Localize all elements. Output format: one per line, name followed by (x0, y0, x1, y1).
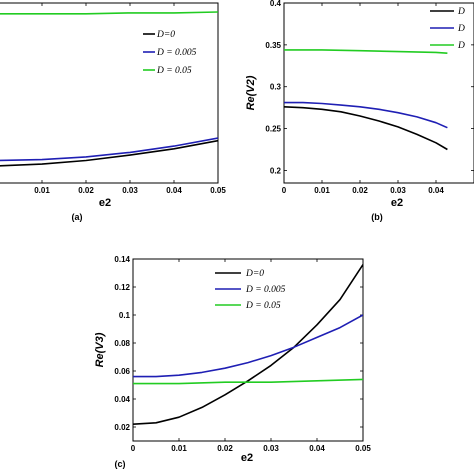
legend-label-2: D = 0.05 (245, 301, 281, 311)
y-tick-label: 0.08 (114, 339, 130, 348)
series-line-1 (0, 137, 218, 162)
x-tick-label: 0.02 (217, 444, 233, 453)
legend-label-0: D=0 (245, 269, 264, 279)
legend-label-1: D = 0.005 (245, 285, 286, 295)
series-group (133, 264, 363, 425)
series-line-1 (284, 101, 448, 129)
x-tick-label: 0.04 (428, 186, 444, 195)
legend: D=0 D = 0.005 D = 0.05 (143, 30, 197, 76)
x-axis-label: e2 (99, 197, 111, 209)
panel-caption: (a) (72, 212, 83, 222)
x-tick-label: 0 (282, 186, 287, 195)
series-line-1 (133, 314, 363, 378)
panel-b: 0 0.01 0.02 0.03 0.040.20.250.30.350.4DDDe2R… (245, 0, 474, 222)
y-tick-label: 0.02 (114, 423, 130, 432)
x-tick-label: 0.05 (355, 444, 371, 453)
series-line-0 (0, 139, 218, 167)
x-tick-label: 0.01 (314, 186, 330, 195)
series-line-2 (0, 11, 218, 15)
panel-c: 0 0.01 0.02 0.03 0.04 0.05 0.02 0.04 0.06 0.08 0.1… (94, 255, 371, 469)
x-tick-label: 0.05 (210, 186, 226, 195)
y-tick-label: 0.3 (270, 83, 282, 92)
y-axis-label: Re(V2) (245, 75, 257, 110)
panel-a: 0.01 0.02 0.03 0.04 0.05 D=0 D = 0.005 D = 0.05… (0, 2, 226, 222)
series-line-2 (284, 49, 448, 54)
legend: D=0 D = 0.005 D = 0.05 (215, 269, 286, 311)
legend: DDD (430, 7, 465, 51)
series-line-0 (284, 106, 448, 151)
series-group (284, 49, 448, 151)
panel-caption: (b) (371, 212, 383, 222)
x-tick-label: 0.04 (166, 186, 182, 195)
x-tick-label: 0.04 (309, 444, 325, 453)
y-tick-label: 0.35 (265, 41, 281, 50)
x-tick-label: 0.01 (34, 186, 50, 195)
y-tick-label: 0.14 (114, 255, 130, 264)
y-tick-label: 0.06 (114, 367, 130, 376)
y-tick-label: 0.2 (270, 166, 282, 175)
series-group (0, 11, 218, 167)
axes-box (283, 2, 474, 184)
y-tick-label: 0.12 (114, 283, 130, 292)
x-tick-label: 0.02 (78, 186, 94, 195)
y-axis-label: Re(V3) (94, 332, 106, 367)
x-axis-label: e2 (241, 452, 253, 464)
legend-label-2: D (457, 41, 465, 51)
panel-caption: (c) (115, 459, 126, 469)
y-tick-label: 0.25 (265, 125, 281, 134)
legend-label-0: D=0 (156, 30, 175, 40)
x-tick-label: 0.03 (263, 444, 279, 453)
legend-label-1: D = 0.005 (156, 48, 197, 58)
y-tick-label: 0.1 (119, 311, 131, 320)
legend-label-0: D (457, 7, 465, 17)
legend-label-1: D (457, 24, 465, 34)
axes-box (0, 2, 219, 184)
x-tick-label: 0.03 (122, 186, 138, 195)
x-tick-label: 0.01 (171, 444, 187, 453)
x-tick-label: 0.03 (390, 186, 406, 195)
y-tick-label: 0.04 (114, 395, 130, 404)
series-line-0 (133, 264, 363, 425)
legend-label-2: D = 0.05 (156, 66, 192, 76)
x-tick-label: 0.02 (352, 186, 368, 195)
x-axis-label: e2 (391, 197, 403, 209)
series-line-2 (133, 378, 363, 385)
y-tick-label: 0.4 (270, 0, 282, 8)
axes-box (132, 258, 364, 442)
x-tick-label: 0 (131, 444, 136, 453)
